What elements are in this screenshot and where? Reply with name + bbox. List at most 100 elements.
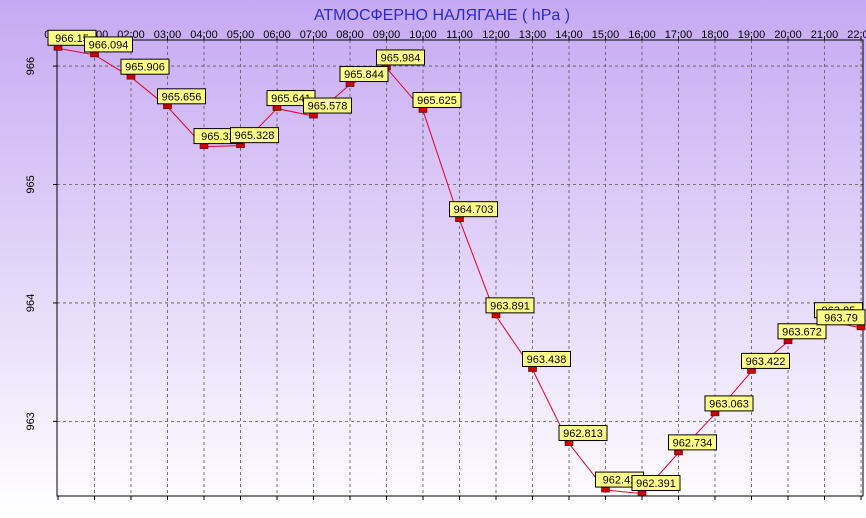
x-tick-label: 13:00	[519, 29, 547, 41]
data-point	[199, 143, 209, 149]
data-label-box	[777, 323, 827, 340]
data-label-box	[120, 58, 170, 75]
y-tick-label: 965	[25, 175, 37, 193]
data-label-text: 963.79	[824, 312, 858, 324]
x-tick-label: 03:00	[154, 29, 182, 41]
x-tick-label: 18:00	[701, 29, 729, 41]
data-label: 965.625	[412, 91, 462, 108]
x-tick-label: 06:00	[263, 29, 291, 41]
data-point	[747, 368, 756, 374]
x-tick-label: 19:00	[738, 29, 766, 41]
data-label-text: 962.734	[673, 437, 713, 449]
data-label-box	[84, 36, 133, 53]
data-label: 965.656	[157, 88, 206, 105]
data-label-box	[376, 49, 425, 66]
x-tick-label: 20:00	[774, 29, 802, 41]
data-label-box	[816, 309, 866, 326]
x-tick-label: 09:00	[373, 29, 401, 41]
data-label-box	[449, 201, 498, 218]
data-label-text: 963.422	[746, 356, 786, 368]
data-label-text: 965.844	[344, 69, 384, 81]
x-tick-label: 04:00	[190, 29, 218, 41]
y-axis: 963 964 965 966	[25, 57, 57, 431]
data-point	[126, 73, 136, 80]
x-tick-label: 11:00	[446, 29, 473, 41]
data-label-box	[522, 351, 571, 368]
data-label-text: 964.703	[454, 204, 494, 216]
data-label-text: 963.063	[709, 398, 749, 410]
data-label-text: 962.813	[563, 428, 603, 440]
data-label-box	[230, 127, 279, 144]
data-label: 966.094	[84, 36, 133, 53]
data-label-box	[741, 352, 790, 369]
data-label-box	[157, 88, 206, 105]
x-tick-label: 12:00	[482, 29, 510, 41]
data-point	[710, 410, 720, 417]
data-label-text: 966.094	[89, 39, 129, 51]
data-label-text: 963.438	[527, 354, 567, 366]
data-label-box	[412, 91, 462, 108]
data-label: 965.844	[339, 66, 389, 83]
data-label-text: 963.891	[490, 300, 530, 312]
data-label-box	[485, 297, 535, 314]
data-label: 963.891	[485, 297, 535, 314]
x-tick-label: 21:00	[811, 29, 839, 41]
x-tick-label: 16:00	[628, 29, 656, 41]
x-tick-label: 15:00	[592, 29, 620, 41]
data-label-text: 965.641	[271, 93, 311, 105]
data-point	[345, 81, 355, 87]
data-label-text: 965.906	[125, 62, 165, 74]
x-tick-label: 08:00	[336, 29, 364, 41]
y-tick-label: 966	[25, 57, 37, 75]
data-point	[90, 51, 99, 58]
data-label-box	[631, 475, 681, 492]
grid	[57, 40, 863, 496]
data-label-text: 962.42	[603, 475, 637, 487]
data-label: 964.703	[449, 201, 498, 218]
data-label-text: 962.391	[636, 478, 676, 490]
chart-title: АТМОСФЕРНО НАЛЯГАНЕ ( hPa )	[314, 7, 570, 24]
x-tick-label: 17:00	[665, 29, 693, 41]
data-label: 963.438	[522, 351, 571, 368]
data-point	[491, 312, 501, 319]
data-label: 965.906	[120, 58, 170, 75]
data-point	[418, 107, 428, 113]
data-point	[564, 440, 574, 446]
data-point	[272, 105, 282, 111]
data-label: 965.578	[303, 97, 352, 114]
data-point	[783, 338, 793, 345]
data-label-text: 965.32	[201, 131, 235, 143]
data-label-text: 965.656	[162, 91, 202, 103]
data-label-text: 965.328	[235, 130, 275, 142]
data-label-text: 963.672	[782, 326, 822, 338]
data-label: 962.391	[631, 475, 681, 492]
data-point	[53, 44, 63, 51]
data-point	[601, 486, 610, 493]
data-label: 962.813	[558, 425, 608, 442]
data-label: 962.734	[668, 434, 717, 451]
x-tick-label: 14:00	[555, 29, 583, 41]
data-label-text: 965.984	[381, 52, 421, 64]
data-point	[309, 112, 318, 119]
data-label-box	[558, 425, 608, 442]
data-markers	[53, 44, 866, 496]
data-label: 963.063	[704, 395, 754, 412]
data-point	[163, 103, 172, 110]
data-label: 963.672	[777, 323, 827, 340]
data-label-box	[303, 97, 352, 114]
data-point	[528, 366, 537, 372]
x-tick-label: 22:00	[847, 29, 866, 41]
data-label-box	[668, 434, 717, 451]
data-label: 965.328	[230, 127, 279, 144]
y-tick-label: 963	[25, 412, 37, 430]
x-tick-label: 07:00	[300, 29, 328, 41]
data-label-text: 966.15	[55, 33, 89, 45]
data-point	[637, 490, 647, 496]
data-label: 963.79	[816, 309, 866, 326]
data-point	[455, 216, 464, 222]
data-label-box	[704, 395, 754, 412]
